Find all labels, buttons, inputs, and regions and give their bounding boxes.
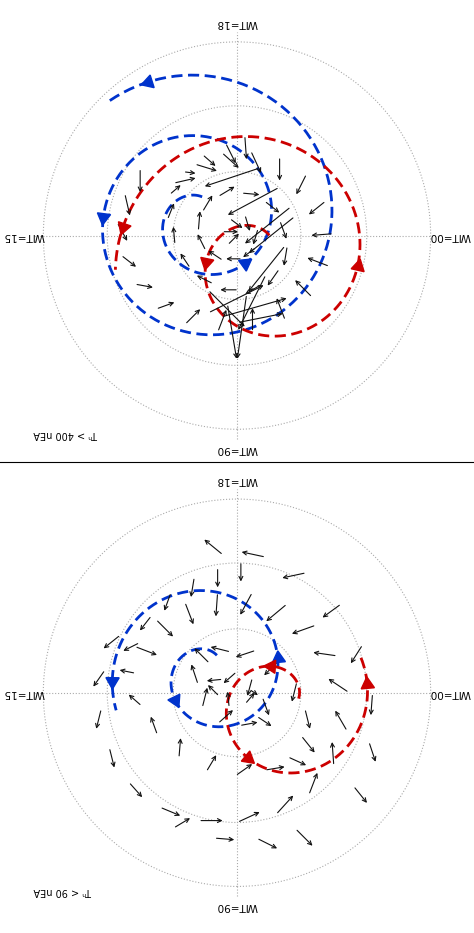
Text: WIT=18: WIT=18 (216, 475, 258, 485)
Text: WIT=15: WIT=15 (3, 688, 45, 698)
Text: WIT=15: WIT=15 (3, 230, 45, 241)
Text: WIT=90: WIT=90 (216, 900, 258, 911)
Text: WIT=18: WIT=18 (216, 18, 258, 28)
Text: Tⁿ < 90 nEA: Tⁿ < 90 nEA (34, 886, 92, 896)
Text: WIT=00: WIT=00 (429, 230, 471, 241)
Text: WIT=00: WIT=00 (429, 688, 471, 698)
Text: Tⁿ > 400 nEA: Tⁿ > 400 nEA (34, 429, 98, 439)
Text: WIT=90: WIT=90 (216, 443, 258, 453)
